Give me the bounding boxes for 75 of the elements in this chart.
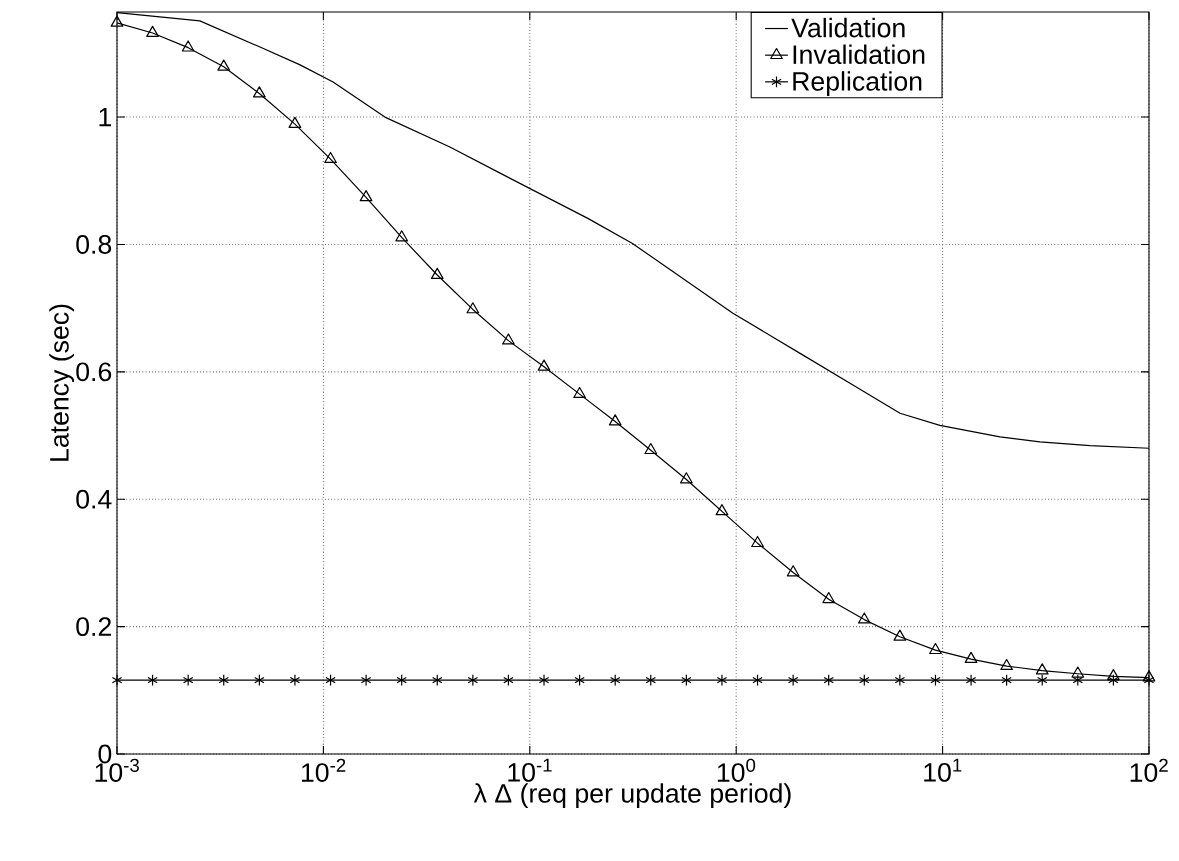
point xyxy=(1001,674,1012,687)
point xyxy=(503,674,514,687)
point xyxy=(644,442,658,455)
legend-label: Validation xyxy=(791,17,905,38)
point xyxy=(608,414,622,426)
point xyxy=(1143,674,1155,687)
point xyxy=(396,674,407,687)
x-tick-label: 10$^{-1}$ xyxy=(508,758,552,782)
point xyxy=(1071,666,1085,678)
point xyxy=(502,333,515,345)
point xyxy=(609,674,621,687)
point xyxy=(964,651,978,664)
point xyxy=(752,674,763,687)
point xyxy=(395,230,409,242)
point xyxy=(359,190,373,202)
point xyxy=(859,674,870,687)
y-tick-label: 0.4 xyxy=(76,489,112,509)
point xyxy=(574,674,585,687)
point xyxy=(432,674,443,687)
point xyxy=(218,674,229,687)
point xyxy=(324,151,337,164)
point xyxy=(930,674,941,687)
point xyxy=(857,612,871,624)
y-tick-label: 0.8 xyxy=(76,235,112,254)
x-tick-label: 10$^{1}$ xyxy=(924,758,962,782)
point xyxy=(325,674,336,687)
point xyxy=(645,674,656,687)
point xyxy=(538,674,550,687)
point xyxy=(288,116,302,129)
y-tick-label: 0.2 xyxy=(76,617,111,637)
point xyxy=(254,674,265,687)
point xyxy=(1072,674,1084,687)
point xyxy=(1035,663,1049,675)
point xyxy=(466,302,480,314)
x-tick-label: 10$^{2}$ xyxy=(1130,758,1168,783)
point xyxy=(360,674,372,687)
point xyxy=(217,59,231,71)
point xyxy=(111,674,123,687)
point xyxy=(146,25,159,37)
point xyxy=(430,267,444,279)
point xyxy=(822,591,836,604)
x-axis-title: λ Δ (req per update period) xyxy=(473,783,791,809)
point xyxy=(537,359,551,371)
point xyxy=(1037,674,1048,687)
y-tick-label: 1 xyxy=(99,107,111,127)
point xyxy=(787,674,799,687)
point xyxy=(715,504,729,516)
legend-label: Replication xyxy=(793,71,922,97)
legend-label: Invalidation xyxy=(793,44,925,65)
point xyxy=(929,642,942,655)
point xyxy=(110,15,124,27)
point xyxy=(893,629,907,641)
y-axis-title: Latency (sec) xyxy=(49,304,75,461)
point xyxy=(573,386,586,399)
point xyxy=(1107,669,1120,681)
point xyxy=(147,674,158,687)
point xyxy=(181,40,195,52)
point xyxy=(786,565,800,577)
point xyxy=(1108,674,1119,687)
y-tick-label: 0.6 xyxy=(76,362,112,382)
point xyxy=(965,674,977,687)
point xyxy=(679,472,693,484)
point xyxy=(1000,658,1013,671)
point xyxy=(467,674,479,687)
point xyxy=(182,674,194,687)
point xyxy=(252,86,266,98)
point xyxy=(681,674,692,687)
point xyxy=(289,674,301,687)
x-tick-label: 10$^{-2}$ xyxy=(301,758,346,783)
point xyxy=(1142,670,1156,682)
x-tick-label: 10$^{0}$ xyxy=(717,758,756,783)
point xyxy=(894,674,906,687)
point xyxy=(716,674,728,687)
point xyxy=(751,535,764,548)
point xyxy=(823,674,834,687)
